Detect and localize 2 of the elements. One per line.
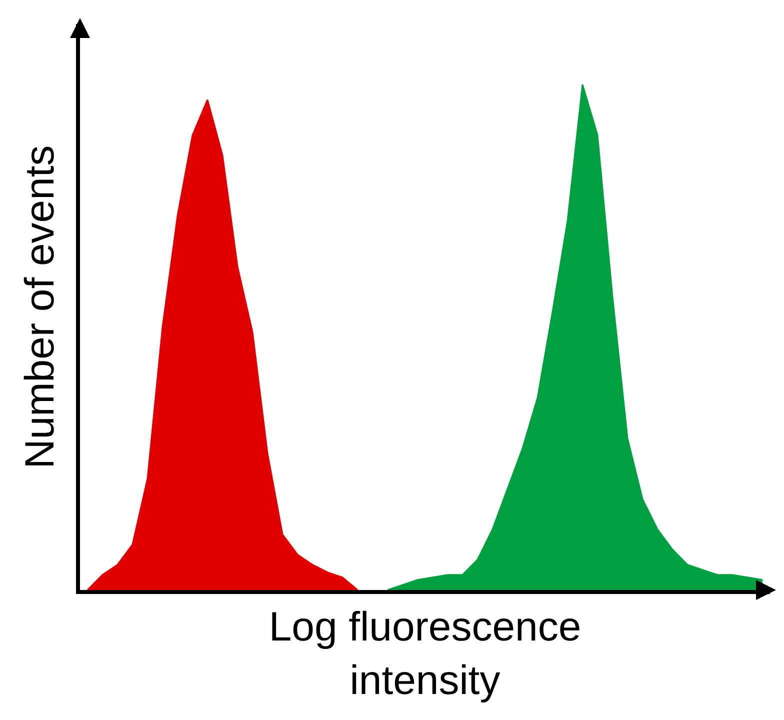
y-axis-title: Number of events	[16, 145, 63, 469]
x-axis-title: Log fluorescence intensity	[268, 604, 582, 703]
